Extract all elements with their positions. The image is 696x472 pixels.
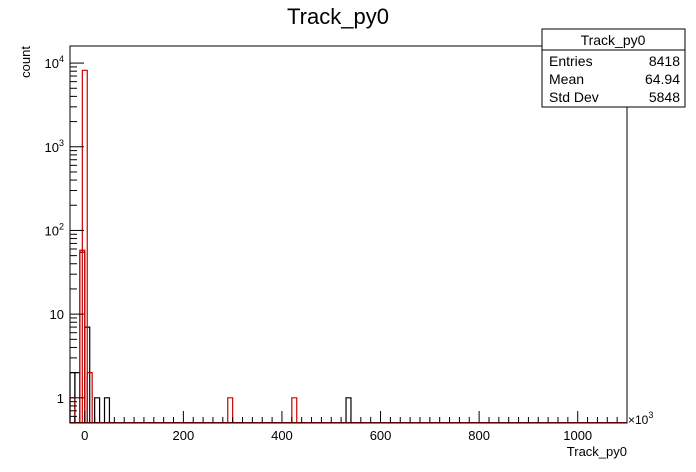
y-tick-label-10000: 104 (45, 54, 64, 71)
stats-stddev-label: Std Dev (549, 89, 599, 105)
series-0-bin-4 (94, 397, 101, 423)
chart-title: Track_py0 (287, 4, 389, 29)
stats-box-title: Track_py0 (581, 32, 646, 48)
series-1-bin-3 (86, 372, 93, 423)
x-axis-label: Track_py0 (567, 444, 627, 459)
y-tick-label-10: 10 (50, 307, 64, 322)
x-tick-label-600: 600 (370, 428, 392, 443)
stats-box: Track_py0 Entries 8418 Mean 64.94 Std De… (541, 28, 686, 108)
x-tick-label-800: 800 (468, 428, 490, 443)
x-tick-label-0: 0 (81, 428, 88, 443)
x-tick-label-200: 200 (173, 428, 195, 443)
series-1-bin-2 (81, 69, 88, 423)
series-black-bars (69, 251, 627, 423)
series-1-bin-5 (291, 397, 298, 423)
series-red-bars (69, 69, 627, 423)
stats-entries-label: Entries (549, 53, 593, 69)
x-multiplier: ×103 (628, 410, 653, 427)
y-tick-label-1000: 103 (45, 138, 64, 155)
stats-entries-value: 8418 (649, 53, 680, 69)
stats-stddev-value: 5848 (649, 89, 680, 105)
y-tick-label-1: 1 (57, 391, 64, 406)
x-tick-label-1000: 1000 (563, 428, 592, 443)
x-tick-label-400: 400 (271, 428, 293, 443)
y-axis-label: count (18, 46, 33, 78)
series-0-bin-5 (103, 397, 111, 423)
stats-mean-value: 64.94 (645, 71, 680, 87)
y-tick-label-100: 102 (45, 221, 64, 238)
y-axis: 1 10 102 103 104 (45, 54, 84, 424)
series-0-bin-6 (345, 397, 352, 423)
stats-mean-label: Mean (549, 71, 584, 87)
x-axis: 0 200 400 600 800 1000 (74, 411, 618, 443)
series-1-bin-4 (227, 397, 234, 423)
